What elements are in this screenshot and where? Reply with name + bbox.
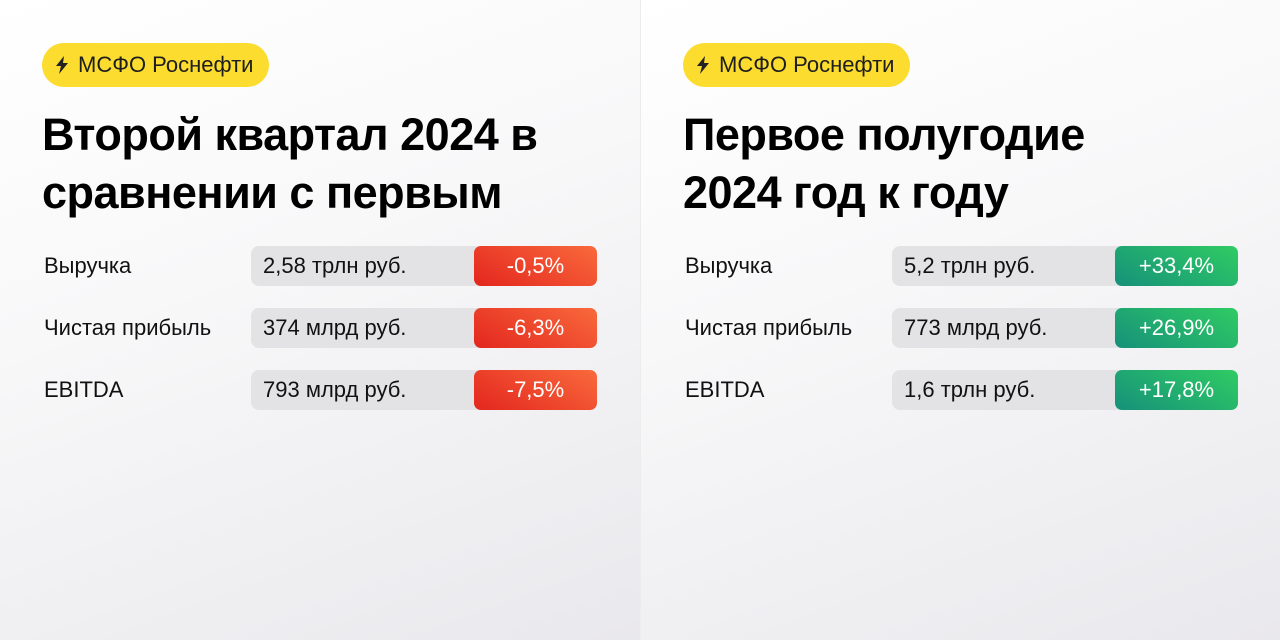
change-badge: +17,8% (1115, 370, 1238, 410)
metric-row-revenue: Выручка 5,2 трлн руб. +33,4% (685, 246, 1238, 286)
source-badge: МСФО Роснефти (683, 43, 911, 87)
metric-value: 5,2 трлн руб. (904, 253, 1036, 278)
metric-value-box: 793 млрд руб. -7,5% (251, 370, 597, 410)
metric-label: EBITDA (44, 377, 124, 402)
metric-value: 1,6 трлн руб. (904, 377, 1036, 402)
panel-title: Второй квартал 2024 в сравнении с первым (42, 106, 622, 222)
lightning-icon (56, 56, 68, 74)
panel-h1-yoy: МСФО Роснефти Первое полугодие 2024 год … (640, 0, 1280, 640)
title-line: Первое полугодие (683, 109, 1085, 160)
change-badge: -0,5% (474, 246, 597, 286)
panel-title: Первое полугодие 2024 год к году (683, 106, 1263, 222)
metric-label: Чистая прибыль (685, 315, 853, 340)
title-line: Второй квартал 2024 в (42, 109, 538, 160)
metric-value: 374 млрд руб. (263, 315, 407, 340)
title-line: сравнении с первым (42, 167, 503, 218)
metric-value: 793 млрд руб. (263, 377, 407, 402)
panel-q2-vs-q1: МСФО Роснефти Второй квартал 2024 в срав… (0, 0, 640, 640)
metric-value: 773 млрд руб. (904, 315, 1048, 340)
change-badge: -6,3% (474, 308, 597, 348)
metric-value-box: 1,6 трлн руб. +17,8% (892, 370, 1238, 410)
badge-label: МСФО Роснефти (78, 52, 254, 77)
metric-row-net-profit: Чистая прибыль 773 млрд руб. +26,9% (685, 308, 1238, 348)
metric-value-box: 2,58 трлн руб. -0,5% (251, 246, 597, 286)
metric-value: 2,58 трлн руб. (263, 253, 407, 278)
metric-value-box: 374 млрд руб. -6,3% (251, 308, 597, 348)
metric-row-ebitda: EBITDA 1,6 трлн руб. +17,8% (685, 370, 1238, 410)
metric-value-box: 5,2 трлн руб. +33,4% (892, 246, 1238, 286)
metric-label: Выручка (44, 253, 132, 278)
title-line: 2024 год к году (683, 167, 1009, 218)
metric-row-revenue: Выручка 2,58 трлн руб. -0,5% (44, 246, 597, 286)
metric-label: Выручка (685, 253, 773, 278)
lightning-icon (697, 56, 709, 74)
metric-row-ebitda: EBITDA 793 млрд руб. -7,5% (44, 370, 597, 410)
metric-label: EBITDA (685, 377, 765, 402)
change-badge: -7,5% (474, 370, 597, 410)
metric-label: Чистая прибыль (44, 315, 212, 340)
metric-value-box: 773 млрд руб. +26,9% (892, 308, 1238, 348)
badge-label: МСФО Роснефти (719, 52, 895, 77)
change-badge: +26,9% (1115, 308, 1238, 348)
source-badge: МСФО Роснефти (42, 43, 270, 87)
metric-row-net-profit: Чистая прибыль 374 млрд руб. -6,3% (44, 308, 597, 348)
change-badge: +33,4% (1115, 246, 1238, 286)
